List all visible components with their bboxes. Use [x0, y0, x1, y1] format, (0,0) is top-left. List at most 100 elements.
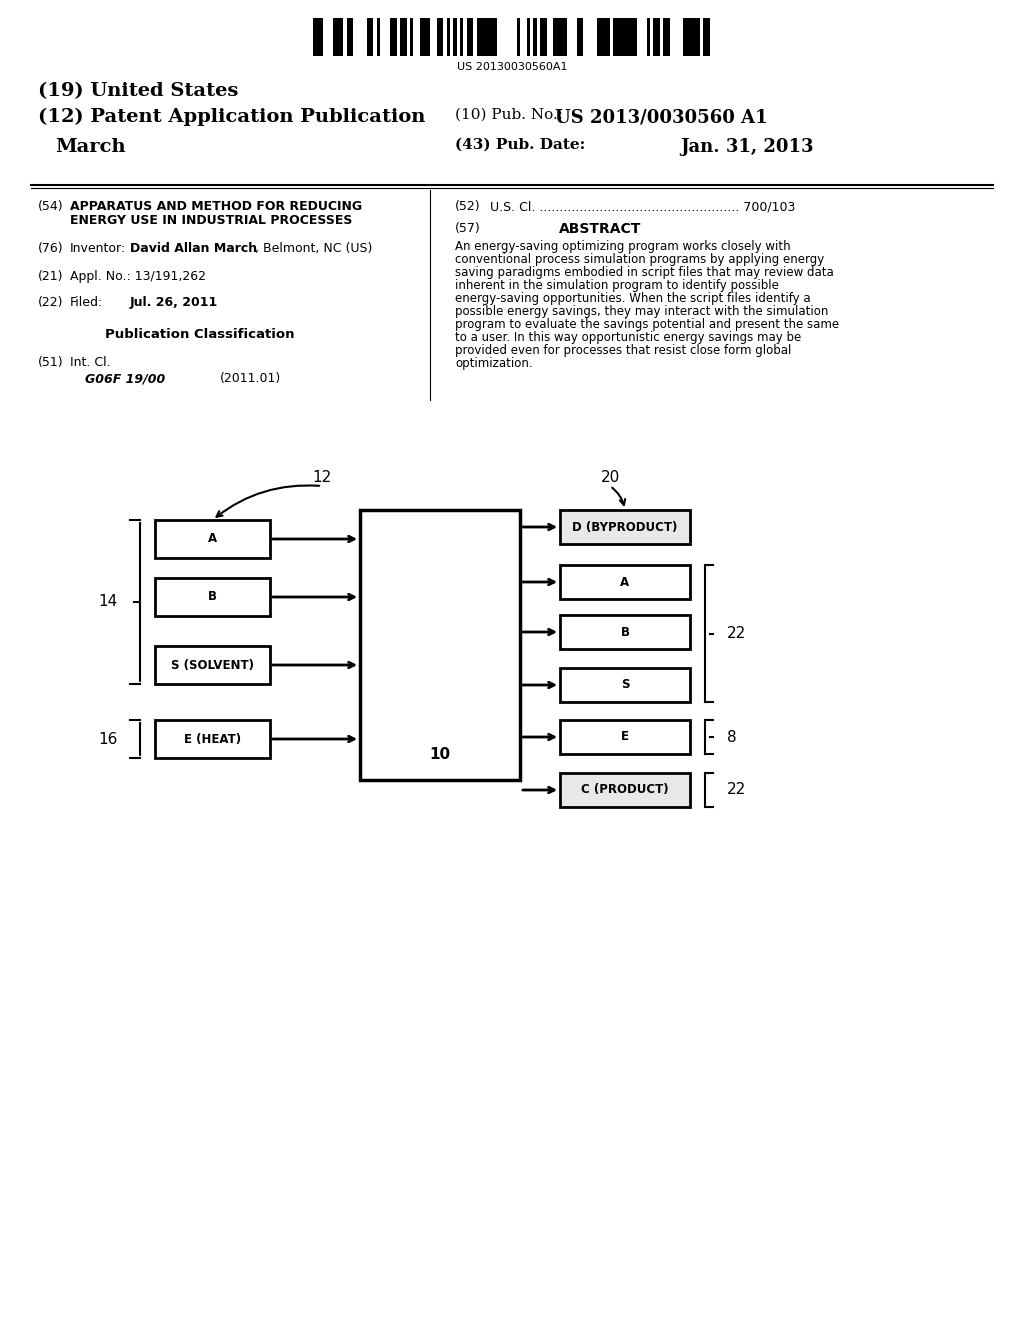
Text: ENERGY USE IN INDUSTRIAL PROCESSES: ENERGY USE IN INDUSTRIAL PROCESSES: [70, 214, 352, 227]
Text: C (PRODUCT): C (PRODUCT): [582, 784, 669, 796]
Text: David Allan March: David Allan March: [130, 242, 257, 255]
Text: An energy-saving optimizing program works closely with: An energy-saving optimizing program work…: [455, 240, 791, 253]
Bar: [490, 18, 494, 55]
Text: provided even for processes that resist close form global: provided even for processes that resist …: [455, 345, 792, 356]
Bar: [347, 18, 350, 55]
Text: optimization.: optimization.: [455, 356, 532, 370]
Bar: [653, 18, 656, 55]
Bar: [467, 18, 470, 55]
Bar: [393, 18, 396, 55]
Bar: [486, 18, 490, 55]
Bar: [483, 18, 486, 55]
Text: (76): (76): [38, 242, 63, 255]
Bar: [460, 18, 463, 55]
Bar: [313, 18, 316, 55]
Text: A: A: [621, 576, 630, 589]
Bar: [603, 18, 606, 55]
Text: ABSTRACT: ABSTRACT: [559, 222, 641, 236]
Text: Jan. 31, 2013: Jan. 31, 2013: [680, 139, 813, 156]
Bar: [560, 18, 563, 55]
Bar: [423, 18, 427, 55]
Bar: [707, 18, 710, 55]
Bar: [690, 18, 693, 55]
Text: 8: 8: [727, 730, 736, 744]
Bar: [580, 18, 584, 55]
Text: conventional process simulation programs by applying energy: conventional process simulation programs…: [455, 253, 824, 267]
Text: (10) Pub. No.:: (10) Pub. No.:: [455, 108, 563, 121]
Bar: [319, 18, 324, 55]
FancyBboxPatch shape: [560, 668, 690, 702]
Bar: [517, 18, 520, 55]
FancyBboxPatch shape: [560, 615, 690, 649]
Bar: [693, 18, 696, 55]
Bar: [436, 18, 440, 55]
Bar: [367, 18, 370, 55]
Bar: [400, 18, 403, 55]
Bar: [334, 18, 337, 55]
FancyBboxPatch shape: [155, 520, 270, 558]
Text: , Belmont, NC (US): , Belmont, NC (US): [255, 242, 373, 255]
Bar: [620, 18, 624, 55]
FancyBboxPatch shape: [560, 719, 690, 754]
Text: Int. Cl.: Int. Cl.: [70, 356, 111, 370]
Bar: [337, 18, 340, 55]
Text: 20: 20: [600, 470, 620, 484]
Text: S: S: [621, 678, 630, 692]
Bar: [420, 18, 423, 55]
Bar: [624, 18, 627, 55]
Text: E (HEAT): E (HEAT): [184, 733, 241, 746]
Bar: [563, 18, 566, 55]
Text: possible energy savings, they may interact with the simulation: possible energy savings, they may intera…: [455, 305, 828, 318]
Bar: [454, 18, 457, 55]
Bar: [687, 18, 690, 55]
Text: (54): (54): [38, 201, 63, 213]
Bar: [476, 18, 480, 55]
Bar: [377, 18, 380, 55]
Bar: [577, 18, 580, 55]
Text: S (SOLVENT): S (SOLVENT): [171, 659, 254, 672]
Bar: [557, 18, 560, 55]
Bar: [446, 18, 450, 55]
Bar: [316, 18, 319, 55]
Text: US 2013/0030560 A1: US 2013/0030560 A1: [555, 108, 768, 125]
Bar: [534, 18, 537, 55]
Bar: [633, 18, 637, 55]
FancyBboxPatch shape: [360, 510, 520, 780]
Text: US 20130030560A1: US 20130030560A1: [457, 62, 567, 73]
Bar: [656, 18, 660, 55]
Text: (57): (57): [455, 222, 480, 235]
Text: 12: 12: [312, 470, 332, 484]
Bar: [370, 18, 374, 55]
Text: Inventor:: Inventor:: [70, 242, 126, 255]
Text: (2011.01): (2011.01): [220, 372, 282, 385]
Bar: [403, 18, 407, 55]
Text: 22: 22: [727, 626, 746, 642]
Bar: [544, 18, 547, 55]
Bar: [696, 18, 700, 55]
Bar: [427, 18, 430, 55]
Text: Appl. No.: 13/191,262: Appl. No.: 13/191,262: [70, 271, 206, 282]
Text: 10: 10: [429, 747, 451, 762]
Bar: [440, 18, 443, 55]
Text: to a user. In this way opportunistic energy savings may be: to a user. In this way opportunistic ene…: [455, 331, 801, 345]
Bar: [340, 18, 343, 55]
Text: 14: 14: [98, 594, 118, 610]
Bar: [606, 18, 610, 55]
Bar: [647, 18, 650, 55]
Bar: [627, 18, 630, 55]
FancyBboxPatch shape: [155, 578, 270, 616]
Text: 22: 22: [727, 783, 746, 797]
Bar: [494, 18, 497, 55]
Text: APPARATUS AND METHOD FOR REDUCING: APPARATUS AND METHOD FOR REDUCING: [70, 201, 362, 213]
Text: A: A: [208, 532, 217, 545]
Bar: [350, 18, 353, 55]
Bar: [667, 18, 670, 55]
Text: G06F 19/00: G06F 19/00: [85, 372, 165, 385]
Bar: [540, 18, 544, 55]
Text: (22): (22): [38, 296, 63, 309]
Bar: [526, 18, 530, 55]
Text: B: B: [621, 626, 630, 639]
Text: Publication Classification: Publication Classification: [105, 327, 295, 341]
Text: (19) United States: (19) United States: [38, 82, 239, 100]
Text: (51): (51): [38, 356, 63, 370]
